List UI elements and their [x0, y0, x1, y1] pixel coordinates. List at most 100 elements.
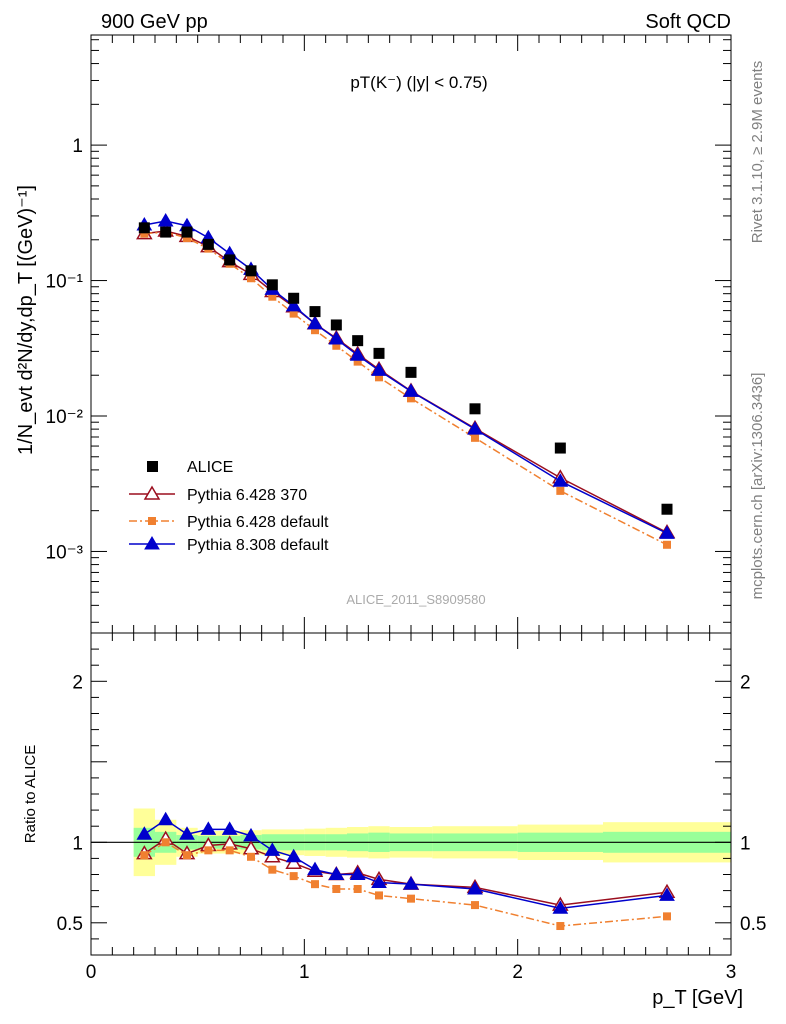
ratio-point-pythia6-default [204, 846, 213, 855]
main-y-tick-label: 1 [72, 136, 83, 157]
ratio-point-pythia6-default [289, 872, 298, 881]
main-point-pythia8-default [659, 525, 675, 539]
ratio-point-pythia8-default [552, 900, 569, 914]
main-line-pythia6-default [144, 231, 668, 546]
main-point-alice [202, 238, 214, 250]
x-axis-label: p_T [GeV] [652, 987, 743, 1009]
ratio-point-pythia8-default [307, 861, 323, 876]
legend-label-alice: ALICE [187, 459, 233, 476]
main-point-pythia6-default [375, 373, 383, 382]
ratio-point-pythia8-default [264, 842, 281, 856]
main-y-tick-label: 10⁻² [46, 407, 84, 428]
main-point-alice [405, 366, 417, 378]
x-tick-label: 3 [726, 962, 737, 983]
main-point-alice [352, 335, 364, 347]
main-point-pythia6-default [140, 229, 149, 238]
main-point-alice [661, 503, 673, 515]
axes-layer: 10⁻³ 10⁻² 10⁻¹ 1 0.5 0.5 1 1 2 2 0 1 2 3 [46, 35, 766, 983]
legend-pythia6-default: Pythia 6.428 default [129, 514, 329, 531]
legend-marker-pythia6-default [148, 517, 156, 525]
ratio-point-pythia6-default [225, 846, 234, 855]
main-point-pythia8-default [157, 213, 174, 227]
ratio-point-pythia6-default [140, 851, 149, 860]
main-y-tick-label: 10⁻³ [46, 542, 84, 563]
main-point-pythia6-default [247, 274, 255, 283]
ratio-point-pythia8-default [200, 821, 217, 835]
ratio-line-pythia6-370 [143, 838, 668, 906]
ratio-point-pythia6-default [353, 884, 362, 893]
ratio-point-pythia8-default [243, 827, 259, 842]
main-point-pythia6-default [663, 540, 671, 549]
legend-pythia6-370: Pythia 6.428 370 [129, 485, 307, 504]
header-right: Soft QCD [645, 11, 731, 33]
x-tick-label: 2 [512, 962, 523, 983]
main-point-alice [469, 403, 481, 415]
ratio-point-pythia8-default [285, 848, 302, 863]
rivet-label: Rivet 3.1.10, ≥ 2.9M events [749, 61, 766, 244]
main-point-pythia6-default [183, 234, 191, 243]
main-point-pythia8-default [328, 331, 345, 345]
ratio-point-pythia8-default [328, 866, 345, 880]
ratio-point-pythia6-default [183, 851, 191, 860]
ratio-y-tick-label-right: 2 [740, 672, 751, 693]
ratio-y-tick-label-left: 1 [72, 833, 83, 854]
main-point-pythia6-default [407, 394, 415, 403]
ratio-point-pythia6-default [161, 838, 170, 847]
legend-label-pythia6-default: Pythia 6.428 default [187, 514, 329, 531]
ratio-point-pythia6-default [471, 901, 479, 910]
ratio-y-tick-label-right: 0.5 [740, 914, 766, 935]
main-point-pythia8-default [467, 421, 483, 435]
main-point-pythia6-default [332, 341, 341, 350]
ratio-point-pythia6-default [247, 852, 255, 861]
legend-label-pythia8-default: Pythia 8.308 default [187, 537, 329, 554]
main-point-pythia8-default [403, 383, 419, 397]
main-point-pythia6-default [353, 357, 362, 366]
main-point-pythia8-default [307, 315, 323, 330]
analysis-watermark: ALICE_2011_S8909580 [346, 592, 485, 607]
main-line-pythia8-default [144, 220, 668, 535]
legend-marker-pythia8-default [144, 536, 160, 550]
ratio-point-pythia8-default [467, 880, 483, 895]
ratio-point-pythia6-default [311, 880, 319, 889]
ratio-point-pythia6-default [375, 891, 383, 900]
header-left: 900 GeV pp [101, 11, 208, 33]
ratio-point-pythia8-default [221, 821, 238, 835]
ratio-y-tick-label-right: 1 [740, 833, 751, 854]
main-point-pythia6-default [289, 309, 298, 318]
legend-pythia8-default: Pythia 8.308 default [129, 536, 329, 554]
main-point-alice [330, 319, 342, 331]
ratio-point-pythia6-default [268, 865, 277, 874]
ratio-point-pythia8-default [371, 874, 387, 889]
ratio-y-tick-label-left: 0.5 [57, 914, 83, 935]
legend-marker-pythia6-370 [143, 485, 161, 500]
main-point-pythia8-default [349, 347, 366, 361]
ratio-point-pythia6-default [332, 884, 341, 893]
main-point-alice [373, 347, 385, 359]
panel-title: pT(K⁻) (|y| < 0.75) [350, 73, 487, 92]
ratio-y-tick-label-left: 2 [72, 672, 83, 693]
main-point-pythia8-default [371, 362, 387, 376]
main-y-tick-label: 10⁻¹ [46, 272, 84, 293]
ratio-point-pythia8-default [179, 826, 195, 840]
mcplots-label: mcplots.cern.ch [arXiv:1306.3436] [749, 373, 766, 600]
ratio-point-pythia6-default [407, 894, 415, 903]
main-point-alice [181, 226, 193, 238]
main-point-alice [309, 306, 321, 318]
legend-marker-alice [147, 461, 158, 472]
main-point-pythia8-default [552, 473, 569, 487]
ratio-y-axis-label: Ratio to ALICE [22, 745, 39, 843]
plot-layer [136, 213, 676, 931]
main-point-pythia6-default [471, 433, 479, 442]
main-point-alice [138, 222, 150, 234]
main-point-alice [245, 265, 257, 277]
ratio-uncertainty-bands [91, 808, 731, 877]
main-point-alice [554, 442, 566, 454]
x-tick-label: 1 [299, 962, 310, 983]
ratio-point-pythia8-default [136, 826, 153, 840]
legend-alice: ALICE [147, 459, 233, 476]
main-point-alice [224, 254, 236, 266]
main-point-pythia6-default [556, 486, 565, 495]
main-point-pythia6-default [268, 292, 277, 301]
x-tick-label: 0 [86, 962, 97, 983]
